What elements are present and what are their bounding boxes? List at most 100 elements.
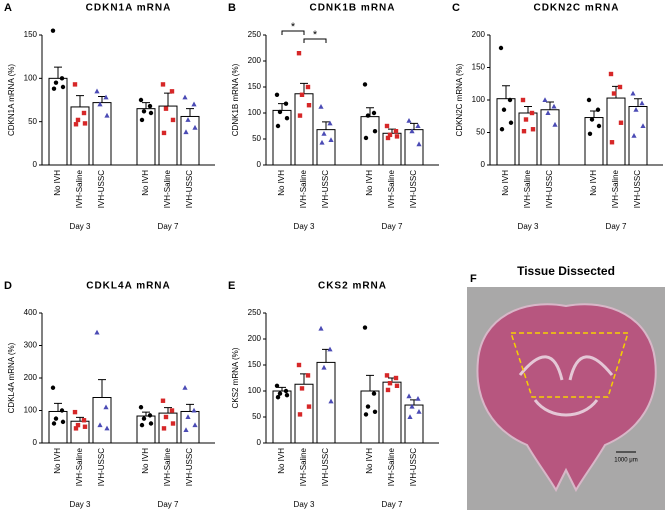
data-point bbox=[82, 424, 88, 429]
significance-label: * bbox=[313, 29, 318, 41]
data-point bbox=[595, 107, 601, 112]
panel-title: CKS2 mRNA bbox=[318, 281, 387, 292]
x-tick-label: No IVH bbox=[365, 448, 374, 474]
data-point bbox=[371, 110, 377, 116]
data-point bbox=[328, 398, 334, 404]
y-tick-label: 250 bbox=[248, 308, 262, 317]
x-tick-label: IVH-USSC bbox=[97, 448, 106, 486]
data-point bbox=[384, 373, 390, 378]
data-point bbox=[631, 132, 637, 138]
panel-letter: D bbox=[4, 280, 12, 292]
x-tick-label: No IVH bbox=[365, 170, 374, 196]
x-tick-label: IVH-Saline bbox=[523, 169, 532, 208]
y-axis-label: CDKN2C mRNA (%) bbox=[455, 63, 464, 136]
data-point bbox=[394, 134, 400, 139]
data-point bbox=[139, 117, 145, 123]
x-tick-label: IVH-USSC bbox=[185, 170, 194, 208]
data-point bbox=[362, 82, 368, 87]
data-point bbox=[362, 325, 368, 330]
group-label: Day 7 bbox=[158, 222, 179, 231]
data-point bbox=[81, 110, 87, 116]
data-point bbox=[275, 123, 281, 129]
data-point bbox=[587, 131, 593, 136]
y-tick-label: 200 bbox=[472, 30, 486, 39]
data-point bbox=[387, 381, 393, 386]
bar bbox=[158, 105, 178, 166]
error-bar bbox=[186, 108, 194, 117]
bar bbox=[272, 390, 292, 444]
y-tick-label: 100 bbox=[24, 406, 38, 415]
data-point bbox=[191, 101, 197, 107]
data-point bbox=[318, 103, 324, 109]
data-point bbox=[170, 421, 176, 426]
data-point bbox=[508, 120, 514, 125]
y-tick-label: 0 bbox=[33, 160, 38, 169]
x-tick-label: IVH-USSC bbox=[321, 170, 330, 208]
data-point bbox=[138, 97, 144, 103]
data-point bbox=[60, 419, 66, 425]
data-point bbox=[387, 132, 393, 138]
panel-letter: C bbox=[452, 2, 460, 14]
data-point bbox=[170, 117, 176, 123]
group-label: Day 7 bbox=[382, 222, 403, 231]
group-label: Day 3 bbox=[70, 500, 91, 509]
data-point bbox=[283, 388, 289, 394]
bar bbox=[180, 410, 200, 444]
y-tick-label: 300 bbox=[24, 341, 38, 350]
bar bbox=[92, 102, 112, 166]
y-tick-label: 400 bbox=[24, 308, 38, 317]
x-tick-label: IVH-Saline bbox=[299, 169, 308, 208]
data-point bbox=[305, 84, 311, 90]
data-point bbox=[306, 404, 312, 409]
data-point bbox=[530, 127, 536, 132]
data-point bbox=[609, 140, 615, 145]
data-point bbox=[277, 109, 283, 115]
panel-title: CDKN2C mRNA bbox=[533, 3, 619, 14]
bar bbox=[360, 390, 380, 444]
data-point bbox=[363, 412, 369, 417]
y-tick-label: 50 bbox=[252, 412, 261, 421]
tissue-structure bbox=[518, 355, 614, 417]
error-bar bbox=[142, 102, 150, 109]
panel-letter: F bbox=[470, 273, 477, 285]
error-bar bbox=[322, 121, 330, 130]
data-point bbox=[169, 89, 175, 94]
error-bar bbox=[278, 386, 286, 391]
data-point bbox=[141, 416, 147, 421]
data-point bbox=[53, 80, 59, 85]
data-point bbox=[394, 383, 400, 388]
data-point bbox=[415, 396, 421, 401]
bar bbox=[628, 106, 648, 166]
group-label: Day 3 bbox=[518, 222, 539, 231]
data-point bbox=[321, 364, 327, 370]
group-label: Day 7 bbox=[606, 222, 627, 231]
data-point bbox=[328, 137, 334, 143]
x-tick-label: IVH-Saline bbox=[387, 169, 396, 208]
data-point bbox=[529, 110, 535, 116]
data-point bbox=[296, 362, 302, 368]
data-point bbox=[299, 92, 305, 97]
data-point bbox=[161, 426, 167, 431]
data-point bbox=[163, 106, 169, 111]
panel: B CDNK1B mRNA CDNK1B mRNA (%) 0 50 100 150 200 2… bbox=[228, 2, 439, 231]
y-tick-label: 100 bbox=[24, 73, 38, 82]
panel: C CDKN2C mRNA CDKN2C mRNA (%) 0 50 100 150 200 N… bbox=[452, 2, 663, 231]
panel-title: CDNK1B mRNA bbox=[309, 3, 395, 14]
data-point bbox=[611, 91, 617, 96]
bar bbox=[360, 116, 380, 166]
data-point bbox=[296, 51, 302, 56]
data-point bbox=[406, 393, 412, 399]
data-point bbox=[416, 141, 422, 147]
x-tick-label: IVH-Saline bbox=[387, 447, 396, 486]
data-point bbox=[327, 120, 333, 126]
data-point bbox=[371, 391, 377, 396]
group-label: Day 7 bbox=[158, 500, 179, 509]
bar bbox=[48, 77, 68, 166]
data-point bbox=[183, 129, 189, 135]
data-point bbox=[407, 414, 413, 419]
data-point bbox=[103, 404, 109, 410]
data-point bbox=[415, 123, 421, 128]
data-point bbox=[523, 117, 529, 122]
panel-title: CDKL4A mRNA bbox=[86, 281, 171, 292]
